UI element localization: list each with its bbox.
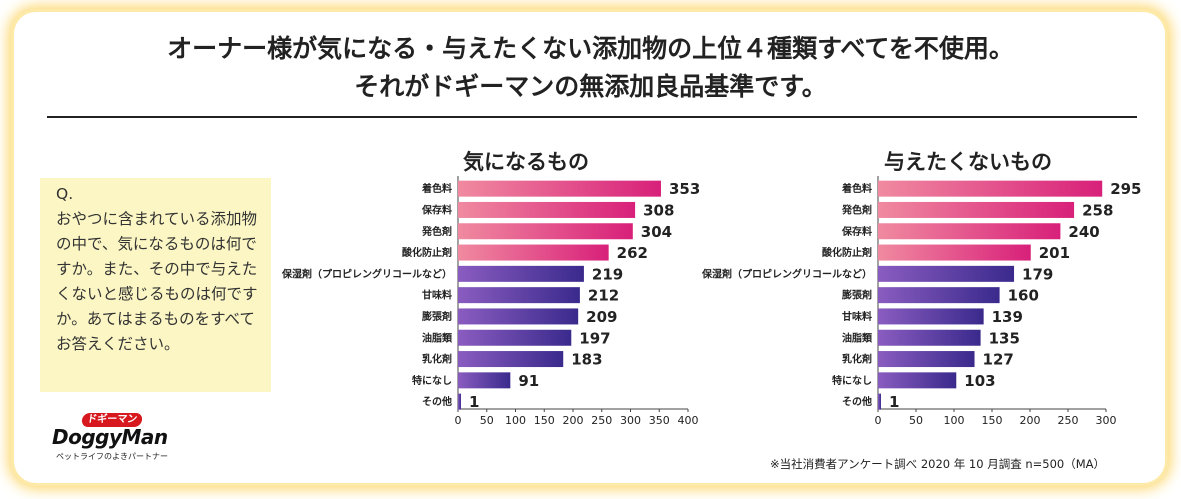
value-label: 1 bbox=[889, 393, 899, 411]
x-tick-label: 250 bbox=[1058, 414, 1079, 427]
category-label: 酸化防止剤 bbox=[822, 246, 872, 259]
x-tick-label: 300 bbox=[1096, 414, 1117, 427]
value-label: 240 bbox=[1068, 223, 1099, 241]
category-label: 乳化剤 bbox=[422, 353, 452, 366]
x-tick-label: 200 bbox=[1020, 414, 1041, 427]
category-label: その他 bbox=[842, 395, 872, 408]
x-tick-label: 50 bbox=[480, 414, 494, 427]
value-label: 91 bbox=[518, 372, 539, 390]
x-tick-label: 150 bbox=[982, 414, 1003, 427]
bar-2-8 bbox=[878, 329, 981, 346]
bar-1-11 bbox=[458, 393, 461, 410]
bar-2-1 bbox=[878, 180, 1103, 197]
category-label: 発色剤 bbox=[421, 225, 452, 238]
category-label: 酸化防止剤 bbox=[402, 246, 452, 259]
logo-tagline: ペットライフのよきパートナー bbox=[56, 452, 168, 461]
value-label: 135 bbox=[989, 329, 1020, 347]
category-label: 発色剤 bbox=[841, 203, 872, 216]
category-label: 保存料 bbox=[421, 203, 452, 216]
title-divider bbox=[47, 116, 1137, 118]
x-tick-label: 400 bbox=[678, 414, 699, 427]
category-label: 保湿剤（プロピレングリコールなど） bbox=[281, 267, 452, 280]
x-tick-label: 100 bbox=[944, 414, 965, 427]
category-label: 油脂類 bbox=[422, 331, 453, 344]
question-box: Q. おやつに含まれている添加物の中で、気になるものは何ですか。また、その中で与… bbox=[40, 178, 271, 392]
logo-wordmark: DoggyMan bbox=[52, 425, 168, 449]
x-tick-label: 250 bbox=[591, 414, 612, 427]
bar-1-2 bbox=[458, 201, 636, 218]
bar-1-10 bbox=[458, 372, 511, 389]
chart-1-title: 気になるもの bbox=[463, 150, 589, 174]
title-line-2: それがドギーマンの無添加良品基準です。 bbox=[354, 72, 827, 101]
value-label: 127 bbox=[983, 351, 1014, 369]
source-note: ※当社消費者アンケート調べ 2020 年 10 月調査 n=500（MA） bbox=[770, 457, 1106, 471]
bar-1-6 bbox=[458, 287, 580, 304]
value-label: 201 bbox=[1039, 244, 1070, 262]
value-label: 197 bbox=[579, 329, 610, 347]
value-label: 103 bbox=[964, 372, 995, 390]
category-label: その他 bbox=[422, 395, 452, 408]
x-tick-label: 150 bbox=[534, 414, 555, 427]
question-label: Q. bbox=[56, 185, 74, 203]
doggyman-logo: ドギーマン DoggyMan ペットライフのよきパートナー bbox=[52, 413, 192, 463]
value-label: 179 bbox=[1022, 265, 1053, 283]
category-label: 着色料 bbox=[421, 182, 452, 195]
value-label: 304 bbox=[641, 223, 672, 241]
x-tick-label: 300 bbox=[620, 414, 641, 427]
bar-1-9 bbox=[458, 351, 564, 368]
value-label: 139 bbox=[992, 308, 1023, 326]
bar-1-3 bbox=[458, 223, 633, 240]
page-title: オーナー様が気になる・与えたくない添加物の上位４種類すべてを不使用。 それがドギ… bbox=[0, 30, 1181, 106]
category-label: 乳化剤 bbox=[842, 353, 872, 366]
bar-2-3 bbox=[878, 223, 1061, 240]
bar-2-6 bbox=[878, 287, 1000, 304]
x-tick-label: 100 bbox=[505, 414, 526, 427]
x-tick-label: 0 bbox=[455, 414, 462, 427]
category-label: 保湿剤（プロピレングリコールなど） bbox=[701, 267, 872, 280]
value-label: 183 bbox=[571, 351, 602, 369]
category-label: 膨張剤 bbox=[422, 310, 452, 323]
category-label: 膨張剤 bbox=[842, 289, 872, 302]
question-text: おやつに含まれている添加物の中で、気になるものは何ですか。また、その中で与えたく… bbox=[56, 210, 258, 353]
bar-2-7 bbox=[878, 308, 984, 325]
category-label: 特になし bbox=[832, 374, 872, 387]
bar-2-10 bbox=[878, 372, 957, 389]
value-label: 308 bbox=[643, 201, 674, 219]
chart-2-title: 与えたくないもの bbox=[884, 150, 1052, 174]
bar-1-4 bbox=[458, 244, 609, 261]
bar-1-5 bbox=[458, 265, 584, 282]
bar-2-2 bbox=[878, 201, 1075, 218]
x-tick-label: 350 bbox=[649, 414, 670, 427]
value-label: 353 bbox=[669, 180, 700, 198]
bar-1-8 bbox=[458, 329, 572, 346]
category-label: 甘味料 bbox=[422, 289, 452, 302]
bar-1-1 bbox=[458, 180, 661, 197]
category-label: 甘味料 bbox=[842, 310, 872, 323]
bar-2-11 bbox=[878, 393, 881, 410]
category-label: 着色料 bbox=[841, 182, 872, 195]
value-label: 212 bbox=[588, 287, 619, 305]
value-label: 262 bbox=[617, 244, 648, 262]
value-label: 160 bbox=[1008, 287, 1039, 305]
bar-1-7 bbox=[458, 308, 579, 325]
value-label: 209 bbox=[586, 308, 617, 326]
category-label: 特になし bbox=[412, 374, 452, 387]
category-label: 油脂類 bbox=[842, 331, 873, 344]
value-label: 295 bbox=[1110, 180, 1141, 198]
title-line-1: オーナー様が気になる・与えたくない添加物の上位４種類すべてを不使用。 bbox=[167, 34, 1014, 63]
x-tick-label: 0 bbox=[875, 414, 882, 427]
bar-2-9 bbox=[878, 351, 975, 368]
value-label: 1 bbox=[469, 393, 479, 411]
bar-2-4 bbox=[878, 244, 1031, 261]
x-tick-label: 200 bbox=[563, 414, 584, 427]
x-tick-label: 50 bbox=[909, 414, 923, 427]
category-label: 保存料 bbox=[841, 225, 872, 238]
bar-2-5 bbox=[878, 265, 1015, 282]
value-label: 219 bbox=[592, 265, 623, 283]
value-label: 258 bbox=[1082, 201, 1113, 219]
